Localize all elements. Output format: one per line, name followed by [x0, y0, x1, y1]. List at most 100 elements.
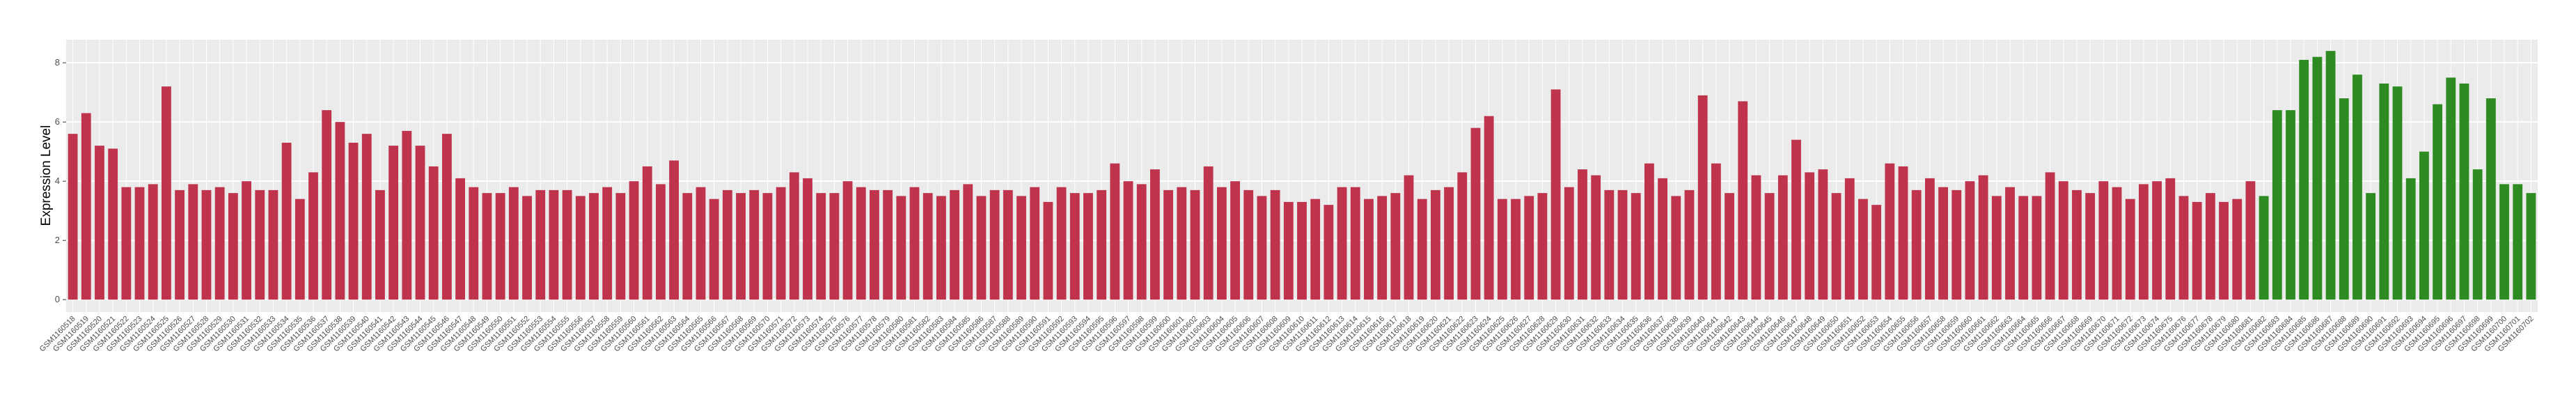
bar	[2219, 201, 2229, 300]
bar	[722, 189, 732, 300]
y-axis-title: Expression Level	[39, 125, 54, 226]
bar	[201, 189, 212, 300]
bar	[2405, 178, 2416, 300]
bar	[1150, 169, 1160, 300]
bar	[121, 187, 132, 300]
bar	[682, 193, 693, 300]
bar	[134, 187, 145, 300]
bar	[2058, 181, 2068, 300]
bar	[2005, 187, 2015, 300]
bar	[963, 184, 973, 300]
bar	[1123, 181, 1133, 300]
bar	[469, 187, 479, 300]
bar	[2312, 56, 2323, 300]
bar	[2259, 196, 2269, 300]
bar	[589, 193, 599, 300]
bar	[2339, 98, 2349, 300]
bar	[562, 189, 572, 300]
bar	[2446, 77, 2456, 300]
bar	[669, 160, 680, 300]
bar	[281, 142, 292, 300]
bar	[1604, 189, 1615, 300]
bar	[441, 134, 452, 300]
bar	[1844, 178, 1855, 300]
bar	[68, 134, 78, 300]
bar	[1550, 89, 1561, 300]
bar	[1924, 178, 1935, 300]
bar	[1136, 184, 1147, 300]
bar	[2499, 184, 2509, 300]
bar	[842, 181, 853, 300]
bar	[1684, 189, 1695, 300]
bar	[522, 196, 532, 300]
bar	[2513, 184, 2523, 300]
bar	[268, 189, 278, 300]
bar	[508, 187, 519, 300]
bar	[1831, 193, 1841, 300]
bar	[856, 187, 866, 300]
bar	[1697, 95, 1708, 300]
bar	[2286, 110, 2295, 300]
bar	[1390, 193, 1401, 300]
bar	[549, 189, 559, 300]
bar	[2392, 86, 2403, 300]
bar	[1043, 201, 1053, 300]
bar	[696, 187, 706, 300]
bar	[1978, 175, 1988, 300]
bar	[816, 193, 826, 300]
bar	[909, 187, 920, 300]
bar	[2485, 98, 2496, 300]
bar	[1310, 199, 1321, 300]
bar	[709, 199, 719, 300]
bar	[1858, 199, 1868, 300]
bar	[1190, 189, 1200, 300]
bar	[2433, 104, 2442, 300]
bar	[1056, 187, 1067, 300]
bar	[1631, 193, 1641, 300]
bar	[803, 178, 812, 300]
bar	[2032, 196, 2042, 300]
bar	[1805, 172, 1815, 300]
bar	[1337, 187, 1347, 300]
bar	[188, 184, 198, 300]
bar	[1511, 199, 1521, 300]
bar	[642, 166, 652, 300]
bar	[2139, 184, 2149, 300]
bar	[2272, 110, 2282, 300]
bar	[1658, 178, 1668, 300]
bar	[1163, 189, 1174, 300]
bar	[108, 148, 118, 300]
bar	[1791, 139, 1801, 300]
bar	[1818, 169, 1828, 300]
bar	[1644, 163, 1654, 300]
bar	[1751, 175, 1761, 300]
bar	[1257, 196, 1267, 300]
bar	[2125, 199, 2135, 300]
bar	[2152, 181, 2162, 300]
bar	[1965, 181, 1975, 300]
bar	[214, 187, 225, 300]
bar	[2366, 193, 2376, 300]
bar	[1297, 201, 1307, 300]
bar	[308, 172, 318, 300]
bar	[1030, 187, 1040, 300]
bar	[2178, 196, 2189, 300]
bar	[1738, 101, 1748, 300]
bar	[1110, 163, 1120, 300]
bar	[1777, 175, 1788, 300]
bar	[1671, 196, 1681, 300]
bar	[2112, 187, 2122, 300]
bar	[535, 189, 546, 300]
bar	[1537, 193, 1548, 300]
bar	[1764, 193, 1775, 300]
bar	[2353, 75, 2362, 300]
y-tick-label: 8	[55, 57, 60, 68]
bar	[1497, 199, 1507, 300]
bar	[361, 134, 372, 300]
y-tick-label: 2	[55, 235, 60, 245]
bar	[1564, 187, 1574, 300]
bar	[1417, 199, 1427, 300]
bar	[1617, 189, 1628, 300]
bar	[1725, 193, 1734, 300]
